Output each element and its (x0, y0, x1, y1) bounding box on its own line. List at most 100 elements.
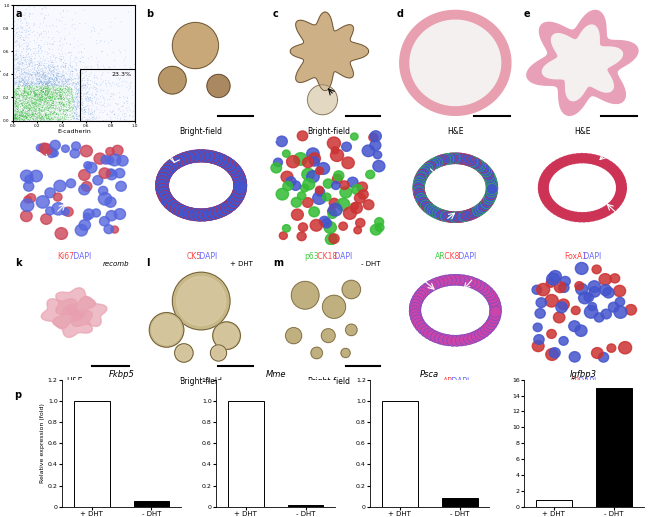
Circle shape (461, 155, 472, 165)
Circle shape (310, 220, 322, 231)
Point (11, 69, 21, 77)
Circle shape (473, 280, 484, 291)
Bar (441, 498, 478, 507)
Point (9, 107, 20, 115)
Point (34, 85, 45, 93)
Point (49, 85, 59, 93)
Point (12, 90, 23, 99)
Point (16, 70, 27, 78)
Point (14, 116, 25, 125)
Point (35, 84, 46, 92)
Point (43, 105, 53, 113)
Point (28, 95, 38, 103)
Point (21, 96, 31, 104)
Point (10, 109, 20, 117)
Point (23, 51, 33, 59)
Point (19, 92, 29, 100)
Point (51, 113, 61, 121)
Point (52, 116, 62, 125)
Point (45, 22, 55, 30)
Point (47, 82, 57, 90)
Point (72, 93, 82, 101)
Circle shape (157, 184, 168, 195)
Point (20, 29, 31, 37)
Circle shape (202, 150, 215, 162)
Point (35, 43, 46, 51)
Point (84, 72, 94, 81)
Point (23, 112, 34, 120)
Point (59, 73, 70, 81)
Point (71, 80, 81, 88)
Point (77, 77, 87, 85)
Point (28, 75, 38, 84)
Point (38, 90, 49, 99)
Point (34, 102, 45, 111)
Point (14, 114, 24, 122)
Point (21, 95, 31, 103)
Point (44, 64, 55, 72)
Point (36, 67, 46, 75)
Point (23, 89, 34, 97)
Point (10, 99, 21, 107)
Point (76, 107, 86, 115)
Point (25, 90, 35, 99)
Point (42, 85, 53, 93)
Point (71, 110, 81, 118)
Point (12, 99, 23, 107)
Point (106, 82, 116, 90)
Point (42, 81, 53, 89)
Point (167, 102, 177, 111)
Point (29, 101, 39, 109)
Circle shape (208, 207, 220, 219)
Point (16, 116, 27, 124)
Point (23, 94, 34, 102)
Point (16, 68, 26, 77)
Point (16, 92, 26, 100)
Point (35, 103, 46, 112)
Point (33, 69, 44, 78)
Circle shape (329, 203, 342, 216)
Point (46, 72, 56, 80)
Point (34, 82, 45, 90)
Point (23, 104, 34, 112)
Point (12, 107, 22, 115)
Point (55, 9, 66, 18)
Point (34, 74, 45, 83)
Point (75, 65, 86, 73)
Point (122, 83, 132, 92)
Point (8, 79, 19, 87)
Point (40, 78, 51, 86)
Point (139, 107, 150, 115)
Point (72, 111, 82, 119)
Point (36, 107, 46, 115)
Point (12, 95, 23, 103)
Point (98, 77, 109, 85)
Point (33, 62, 44, 70)
Point (10, 96, 20, 104)
Point (14, 102, 24, 110)
Point (26, 76, 36, 84)
Point (45, 93, 55, 101)
Point (20, 111, 31, 119)
Point (44, 112, 54, 120)
Point (41, 79, 51, 87)
Point (16, 78, 27, 86)
Point (8, 115, 19, 124)
Point (34, 99, 45, 108)
Point (38, 19, 49, 27)
Point (55, 92, 65, 100)
Point (62, 92, 72, 100)
Point (40, 87, 51, 95)
Point (24, 74, 34, 82)
Point (11, 55, 21, 64)
Text: H&E: H&E (447, 128, 463, 136)
Point (36, 96, 46, 104)
Point (45, 114, 55, 122)
Point (13, 24, 23, 33)
Point (48, 22, 58, 30)
Point (47, 96, 57, 104)
Point (29, 92, 40, 100)
Point (41, 84, 51, 93)
Point (17, 24, 27, 33)
Point (40, 71, 51, 79)
